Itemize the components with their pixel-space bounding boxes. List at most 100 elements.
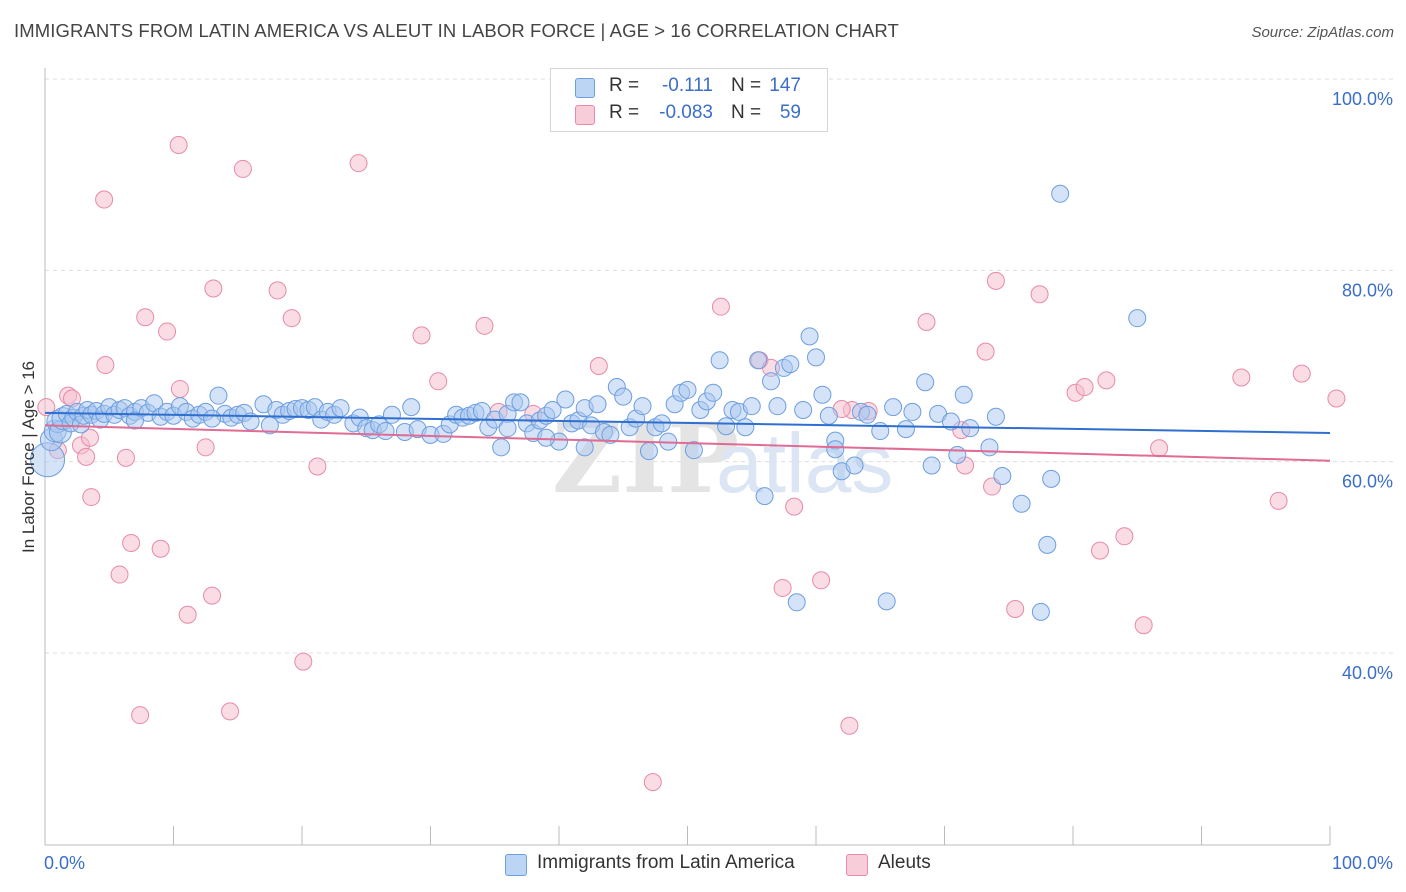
latin-america-point bbox=[492, 438, 511, 457]
aleut-point bbox=[1090, 541, 1109, 560]
trend-lines bbox=[44, 411, 1331, 462]
latin-america-point bbox=[877, 592, 896, 611]
latin-america-point bbox=[787, 593, 806, 612]
aleut-point bbox=[1115, 527, 1134, 546]
legend-n-label: N = bbox=[731, 102, 762, 123]
latin-america-point bbox=[1128, 309, 1147, 328]
latin-america-point bbox=[684, 441, 703, 460]
aleut-point bbox=[412, 326, 431, 345]
latin-america-point bbox=[331, 399, 350, 418]
latin-america-point bbox=[954, 385, 973, 404]
bottom-legend-label: Aleuts bbox=[878, 852, 931, 873]
aleut-point bbox=[711, 297, 730, 316]
latin-america-point bbox=[762, 372, 781, 391]
y-tick-label: 60.0% bbox=[1342, 472, 1393, 492]
latin-america-point bbox=[903, 402, 922, 421]
aleut-point bbox=[773, 578, 792, 597]
legend-swatch-blue bbox=[575, 78, 595, 98]
aleut-point bbox=[1030, 285, 1049, 304]
aleut-point bbox=[589, 357, 608, 375]
legend-r-label: R = bbox=[609, 75, 640, 96]
aleut-point bbox=[122, 533, 141, 552]
latin-america-point bbox=[819, 406, 838, 425]
aleut-point bbox=[1075, 378, 1094, 397]
aleut-point bbox=[308, 457, 327, 476]
chart-title: IMMIGRANTS FROM LATIN AMERICA VS ALEUT I… bbox=[14, 20, 899, 41]
aleut-point bbox=[82, 488, 101, 507]
legend-n-value: 59 bbox=[779, 102, 801, 123]
legend-row-latin-america: R = -0.111 N = 147 bbox=[551, 75, 827, 99]
aleut-point bbox=[96, 356, 115, 375]
latin-america-point bbox=[717, 417, 736, 436]
aleut-point bbox=[294, 652, 313, 671]
latin-america-point bbox=[755, 487, 774, 506]
aleut-point bbox=[268, 281, 287, 300]
x-tick-label-max: 100.0% bbox=[1332, 853, 1393, 873]
aleut-point bbox=[178, 605, 197, 624]
aleut-point bbox=[116, 448, 135, 467]
legend-row-aleuts: R = -0.083 N = 59 bbox=[551, 102, 827, 126]
legend-r-value: -0.083 bbox=[659, 102, 713, 123]
aleut-point bbox=[221, 702, 240, 721]
bottom-legend-label: Immigrants from Latin America bbox=[537, 852, 795, 873]
aleut-point bbox=[1134, 616, 1153, 635]
aleut-point bbox=[203, 586, 222, 605]
latin-america-point bbox=[498, 419, 517, 438]
legend-swatch-pink bbox=[575, 105, 595, 125]
latin-america-point bbox=[402, 398, 421, 417]
latin-america-point bbox=[742, 397, 761, 416]
latin-america-point bbox=[922, 456, 941, 475]
aleut-point bbox=[917, 312, 936, 331]
latin-america-point bbox=[614, 387, 633, 406]
bottom-legend-swatch-pink bbox=[846, 854, 868, 876]
aleut-point bbox=[136, 308, 155, 327]
latin-america-points bbox=[30, 184, 1147, 621]
latin-america-point bbox=[203, 409, 222, 428]
latin-america-point bbox=[794, 401, 813, 420]
y-tick-label: 100.0% bbox=[1332, 89, 1393, 109]
legend-r-value: -0.111 bbox=[661, 75, 713, 96]
latin-america-point bbox=[543, 401, 562, 420]
correlation-legend: R = -0.111 N = 147 R = -0.083 N = 59 bbox=[550, 68, 828, 132]
aleut-point bbox=[812, 571, 831, 590]
latin-america-point bbox=[980, 438, 999, 457]
y-tick-label: 80.0% bbox=[1342, 280, 1393, 300]
latin-america-point bbox=[826, 440, 845, 459]
latin-america-point bbox=[556, 390, 575, 409]
y-tick-label: 40.0% bbox=[1342, 663, 1393, 683]
tick-labels: 40.0% 60.0% 80.0% 100.0% 0.0% 100.0% In Labor … bbox=[19, 89, 1393, 873]
source-credit: Source: ZipAtlas.com bbox=[1251, 24, 1394, 41]
latin-america-point bbox=[575, 438, 594, 457]
latin-america-point bbox=[633, 397, 652, 416]
latin-america-point bbox=[710, 351, 729, 370]
aleut-point bbox=[349, 154, 368, 173]
latin-america-point bbox=[993, 467, 1012, 486]
legend-r-label: R = bbox=[609, 102, 640, 123]
aleut-point bbox=[95, 190, 114, 209]
latin-america-point bbox=[813, 385, 832, 404]
latin-america-point bbox=[125, 411, 144, 430]
latin-america-trend-line bbox=[44, 411, 1331, 434]
latin-america-point bbox=[678, 380, 697, 399]
aleut-point bbox=[169, 136, 188, 155]
aleut-point bbox=[282, 309, 301, 328]
latin-america-point bbox=[1031, 602, 1050, 621]
latin-america-point bbox=[588, 395, 607, 414]
aleut-point bbox=[110, 565, 129, 584]
aleut-point bbox=[429, 372, 448, 391]
latin-america-point bbox=[736, 418, 755, 437]
aleut-point bbox=[785, 497, 804, 516]
latin-america-point bbox=[986, 407, 1005, 426]
aleut-point bbox=[1327, 389, 1346, 408]
aleut-point bbox=[1292, 364, 1311, 383]
aleut-point bbox=[37, 398, 56, 417]
latin-america-point bbox=[704, 383, 723, 402]
aleut-point bbox=[204, 279, 223, 298]
latin-america-point bbox=[382, 405, 401, 424]
latin-america-point bbox=[884, 398, 903, 417]
aleuts-trend-line bbox=[44, 424, 1331, 462]
latin-america-point bbox=[1042, 469, 1061, 488]
latin-america-point bbox=[537, 428, 556, 447]
latin-america-point bbox=[916, 373, 935, 392]
aleut-point bbox=[475, 316, 494, 335]
